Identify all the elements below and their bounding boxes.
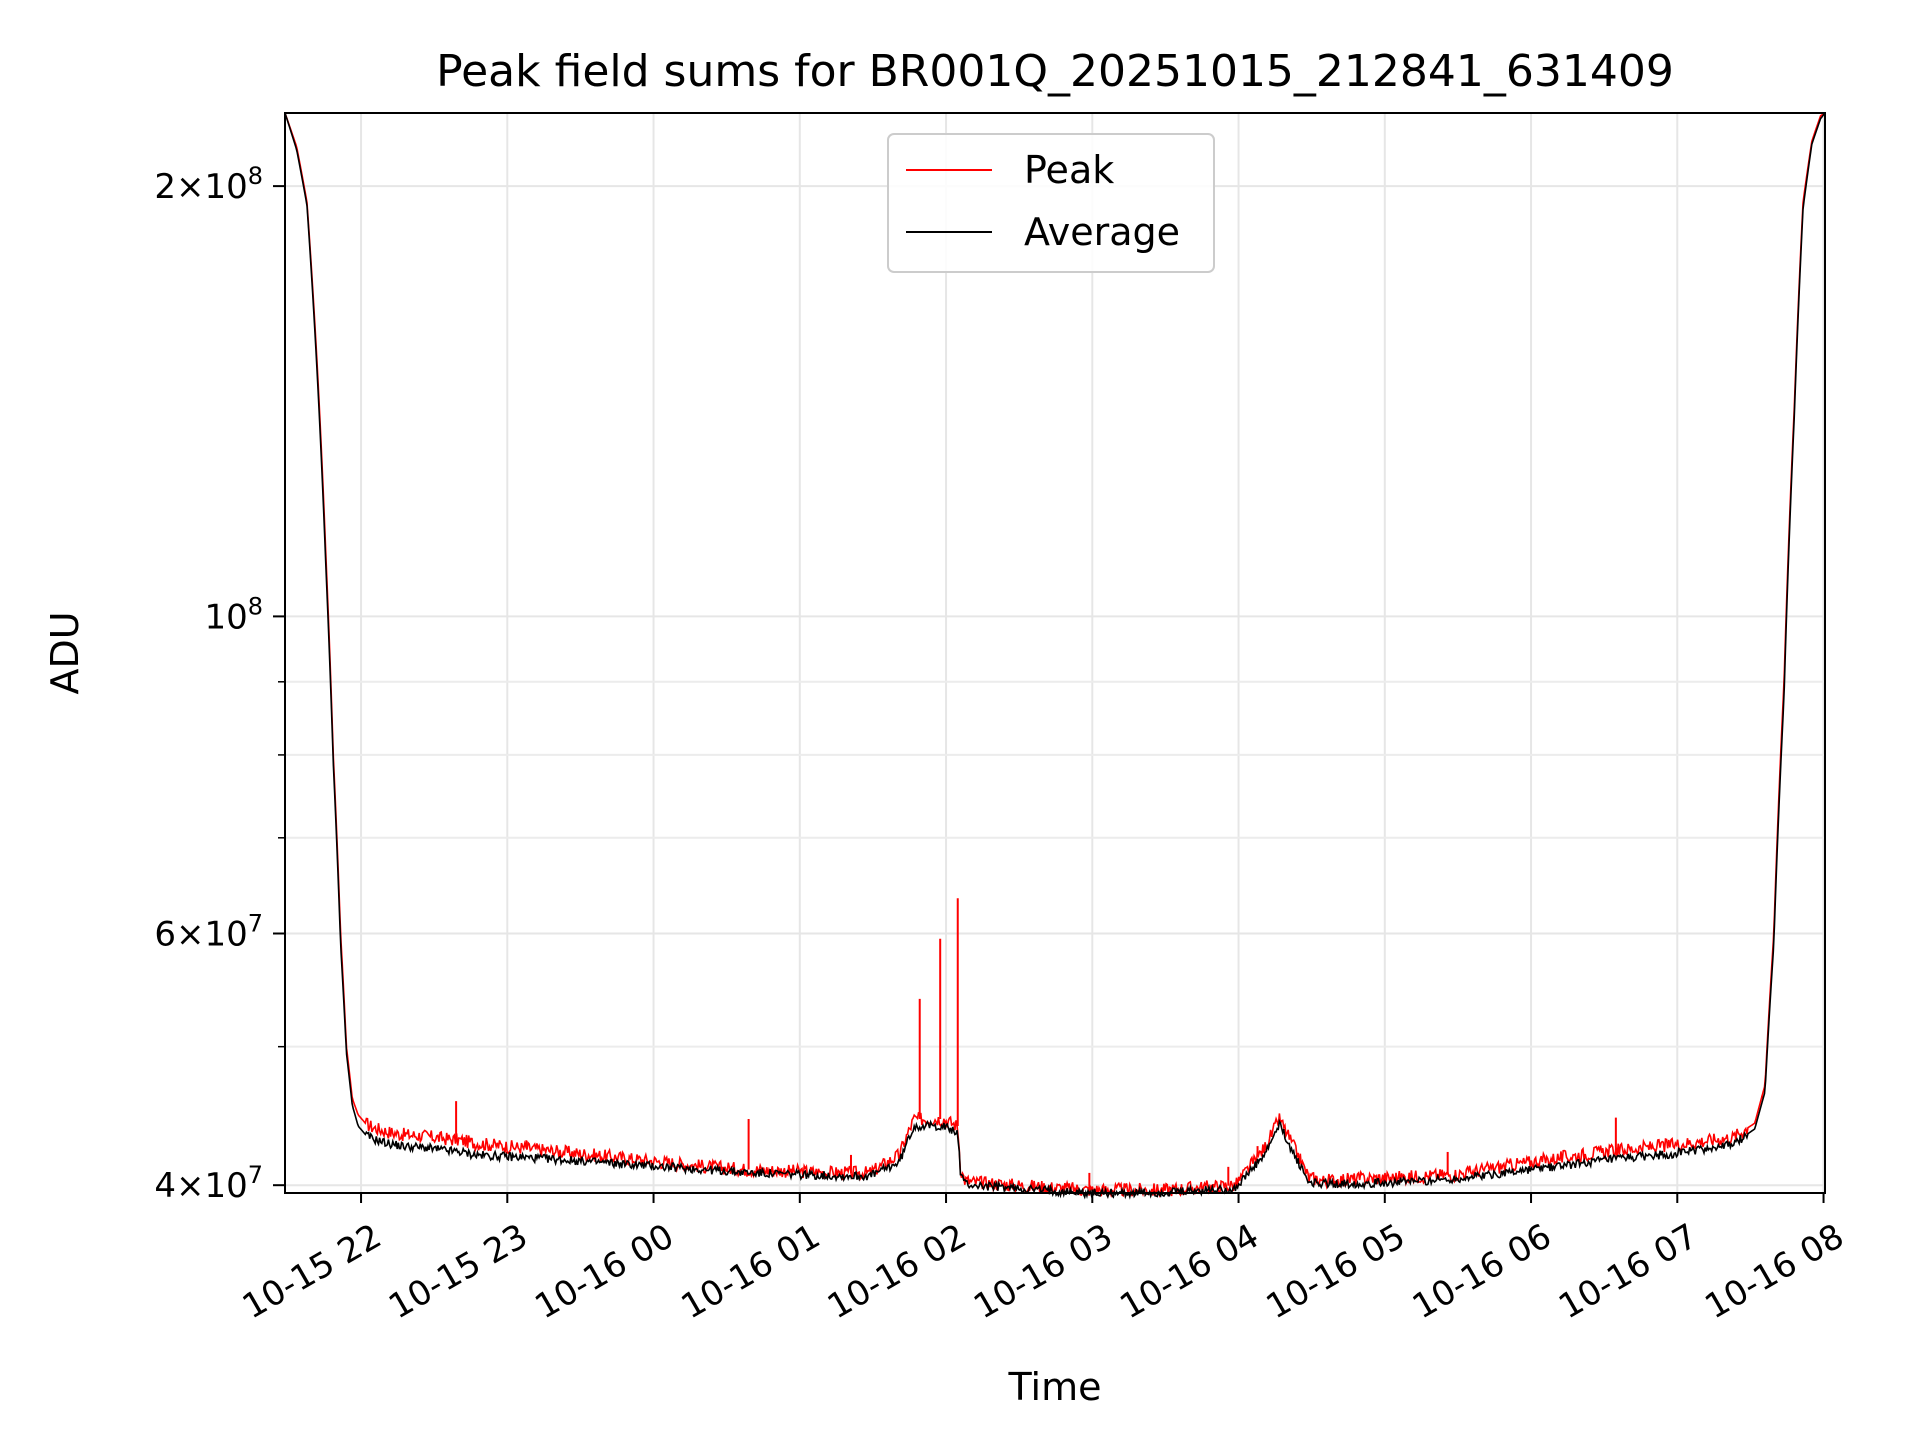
chart-title: Peak field sums for BR001Q_20251015_2128… [436,46,1674,97]
y-tick-label: 2×108 [154,162,263,207]
series-layer [284,112,1826,1200]
y-tick-label: 108 [204,592,263,637]
legend-label-average: Average [1024,210,1180,254]
legend-box [887,133,1215,273]
series-line-peak [284,112,1826,1199]
y-tick-label: 4×107 [154,1161,263,1206]
series-line-average [284,112,1826,1200]
legend: Peak Average [887,133,1215,273]
plot-frame [284,112,1826,1194]
x-axis-label: Time [1008,1365,1102,1409]
y-tick-label: 6×107 [154,909,263,954]
legend-label-peak: Peak [1024,148,1114,192]
y-axis-label: ADU [43,611,87,694]
grid-layer [285,113,1825,1193]
